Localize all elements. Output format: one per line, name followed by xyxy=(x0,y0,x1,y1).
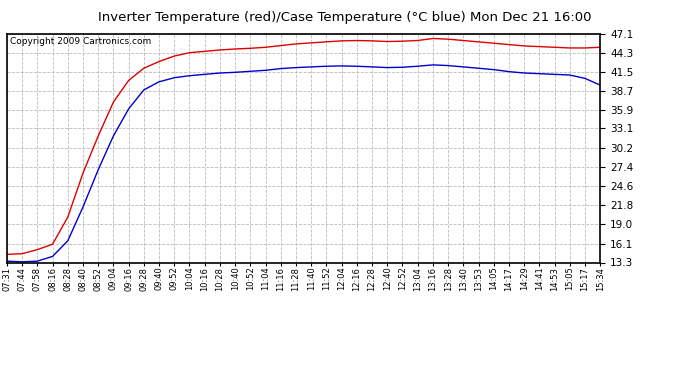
Text: Inverter Temperature (red)/Case Temperature (°C blue) Mon Dec 21 16:00: Inverter Temperature (red)/Case Temperat… xyxy=(98,11,592,24)
Text: Copyright 2009 Cartronics.com: Copyright 2009 Cartronics.com xyxy=(10,37,151,46)
